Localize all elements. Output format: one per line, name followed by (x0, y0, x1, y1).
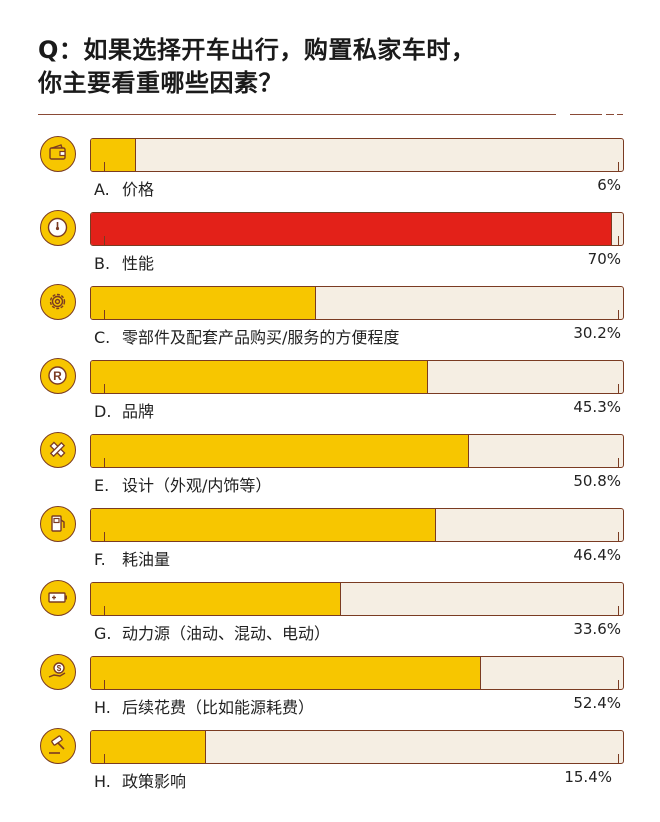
bar-row: B. 性能 70% (0, 210, 660, 284)
data-label: 50.8% (573, 472, 621, 490)
bar-row: A. 价格 6% (0, 136, 660, 210)
bar-row: F. 耗油量 46.4% (0, 506, 660, 580)
category-text: 后续花费（比如能源耗费） (122, 698, 315, 717)
bar-track (90, 508, 624, 542)
bar (91, 139, 136, 171)
title-line-2: 你主要看重哪些因素？ (38, 69, 283, 97)
data-label: 33.6% (573, 620, 621, 638)
speedometer-icon (40, 210, 76, 246)
bar-row: H. 政策影响 15.4% (0, 728, 660, 802)
data-label: 46.4% (573, 546, 621, 564)
bar-corner-mark (609, 532, 619, 541)
bar-track (90, 360, 624, 394)
bar-corner-mark (609, 458, 619, 467)
bar-corner-mark (609, 162, 619, 171)
bar-track (90, 656, 624, 690)
bar-track (90, 212, 624, 246)
bar (91, 287, 316, 319)
registered-trademark-icon: R (40, 358, 76, 394)
bar-corner-mark (95, 236, 105, 245)
category-text: 动力源（油动、混动、电动） (122, 624, 331, 643)
bar-track (90, 138, 624, 172)
data-label: 15.4% (564, 768, 612, 786)
bar (91, 731, 206, 763)
bar-corner-mark (609, 606, 619, 615)
bar-corner-mark (609, 680, 619, 689)
category-letter: C. (94, 328, 111, 347)
bar-corner-mark (609, 384, 619, 393)
category-label: H. 政策影响 (94, 768, 186, 792)
bar-track (90, 286, 624, 320)
data-label: 45.3% (573, 398, 621, 416)
bar-track (90, 730, 624, 764)
category-label: C. 零部件及配套产品购买/服务的方便程度 (94, 324, 399, 348)
bar (91, 213, 612, 245)
category-label: G. 动力源（油动、混动、电动） (94, 620, 330, 644)
bar-corner-mark (95, 384, 105, 393)
bar-row: C. 零部件及配套产品购买/服务的方便程度 30.2% (0, 284, 660, 358)
category-text: 耗油量 (122, 550, 171, 569)
gear-icon (40, 284, 76, 320)
bar-track (90, 434, 624, 468)
bar (91, 361, 429, 393)
bar-corner-mark (609, 754, 619, 763)
category-letter: H. (94, 772, 111, 791)
bar (91, 435, 470, 467)
category-label: A. 价格 (94, 176, 154, 200)
category-label: B. 性能 (94, 250, 154, 274)
bar-corner-mark (95, 754, 105, 763)
title-divider-dash (570, 114, 602, 115)
bar-row: E. 设计（外观/内饰等） 50.8% (0, 432, 660, 506)
bar-corner-mark (95, 680, 105, 689)
category-letter: G. (94, 624, 112, 643)
category-text: 品牌 (122, 402, 155, 421)
category-label: F. 耗油量 (94, 546, 170, 570)
svg-text:R: R (53, 369, 62, 383)
svg-text:$: $ (57, 664, 62, 673)
gavel-icon (40, 728, 76, 764)
battery-icon (40, 580, 76, 616)
bar-corner-mark (95, 310, 105, 319)
data-label: 30.2% (573, 324, 621, 342)
data-label: 6% (597, 176, 621, 194)
bar (91, 657, 481, 689)
category-letter: D. (94, 402, 112, 421)
bar-corner-mark (95, 458, 105, 467)
category-text: 政策影响 (122, 772, 187, 791)
category-text: 设计（外观/内饰等） (122, 476, 272, 495)
title-divider (38, 114, 556, 115)
category-letter: B. (94, 254, 111, 273)
category-label: D. 品牌 (94, 398, 154, 422)
bar-corner-mark (609, 236, 619, 245)
pencil-ruler-icon (40, 432, 76, 468)
category-label: E. 设计（外观/内饰等） (94, 472, 271, 496)
category-letter: H. (94, 698, 111, 717)
bar-corner-mark (95, 162, 105, 171)
title-divider-dash (617, 114, 623, 115)
category-label: H. 后续花费（比如能源耗费） (94, 694, 314, 718)
data-label: 70% (587, 250, 621, 268)
category-letter: F. (94, 550, 106, 569)
bar-corner-mark (609, 310, 619, 319)
bar-row: R D. 品牌 45.3% (0, 358, 660, 432)
title-line-1: Q：如果选择开车出行，购置私家车时， (38, 36, 476, 64)
category-letter: A. (94, 180, 110, 199)
fuel-pump-icon (40, 506, 76, 542)
bar (91, 583, 342, 615)
bar-row: $ H. 后续花费（比如能源耗费） 52.4% (0, 654, 660, 728)
bar-corner-mark (95, 532, 105, 541)
money-hand-icon: $ (40, 654, 76, 690)
title-divider-dash (606, 114, 614, 115)
bar-corner-mark (95, 606, 105, 615)
bar-row: G. 动力源（油动、混动、电动） 33.6% (0, 580, 660, 654)
category-text: 零部件及配套产品购买/服务的方便程度 (122, 328, 400, 347)
category-text: 性能 (122, 254, 155, 273)
chart-title: Q：如果选择开车出行，购置私家车时， 你主要看重哪些因素？ (38, 34, 475, 100)
bar-track (90, 582, 624, 616)
bar (91, 509, 437, 541)
wallet-icon (40, 136, 76, 172)
data-label: 52.4% (573, 694, 621, 712)
category-letter: E. (94, 476, 110, 495)
category-text: 价格 (122, 180, 155, 199)
